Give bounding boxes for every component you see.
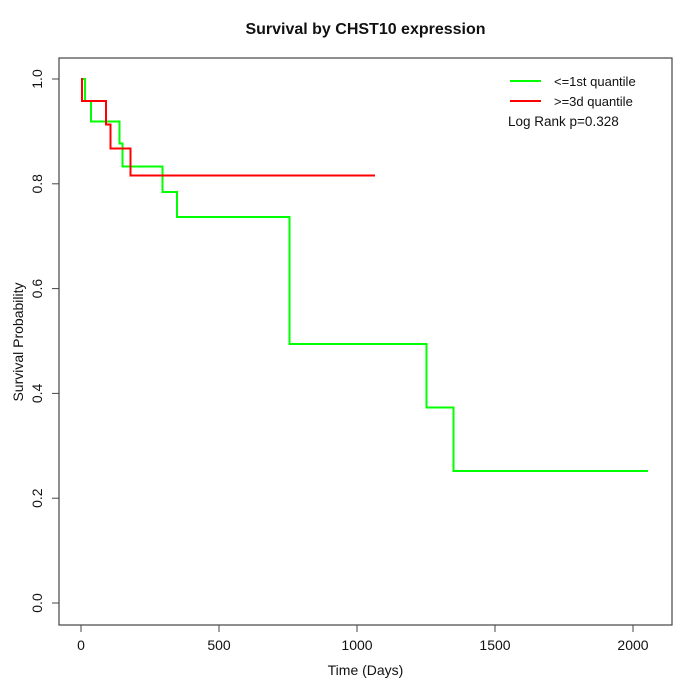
legend-entry-red: >=3d quantile [510,91,636,111]
legend-label-third-quantile: >=3d quantile [554,93,633,109]
km-curve-high-expression [81,78,376,177]
red-line-swatch [510,100,541,102]
x-axis-tick-label: 1000 [341,637,372,653]
y-axis-tick-label: 0.8 [29,174,45,194]
legend-entry-green: <=1st quantile [510,71,636,91]
y-axis-title: Survival Probability [10,282,26,402]
x-axis-tick-label: 0 [77,637,85,653]
y-axis-tick-label: 1.0 [29,69,45,89]
y-axis-tick-label: 0.6 [29,279,45,299]
plot-box [58,57,673,626]
y-axis-tick-label: 0.0 [29,593,45,613]
y-axis-tick-label: 0.4 [29,383,45,403]
x-axis-tick-label: 1500 [479,637,510,653]
log-rank-pvalue: Log Rank p=0.328 [508,114,619,129]
legend: <=1st quantile >=3d quantile [510,71,636,111]
chart-title: Survival by CHST10 expression [245,21,486,38]
km-curve-low-expression [81,78,648,472]
green-line-swatch [510,80,541,82]
legend-label-first-quantile: <=1st quantile [554,73,636,89]
y-axis-tick-label: 0.2 [29,488,45,508]
x-axis-title: Time (Days) [327,662,404,678]
x-axis-tick-label: 500 [207,637,231,653]
x-axis-tick-label: 2000 [617,637,648,653]
